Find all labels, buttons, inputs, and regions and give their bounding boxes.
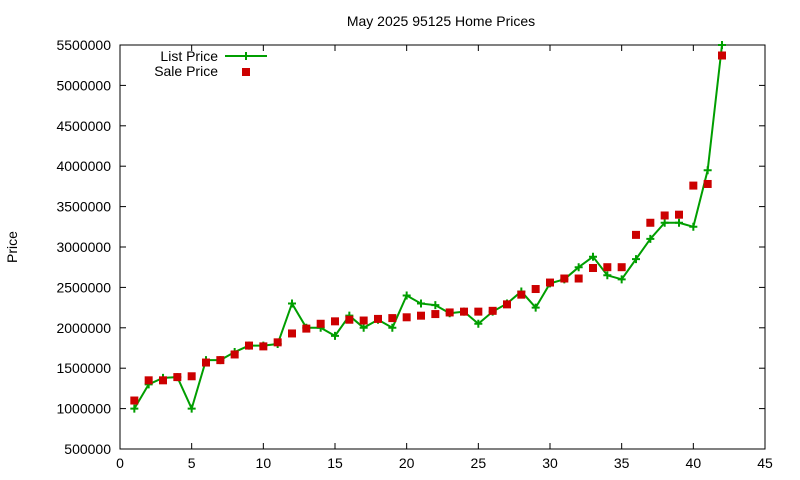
legend-marker-sale-price	[242, 68, 250, 76]
list-price-point	[331, 331, 339, 340]
list-price-point	[187, 404, 196, 413]
plot-frame	[119, 44, 766, 450]
x-tick-label: 15	[327, 455, 343, 471]
list-price-point	[574, 263, 583, 272]
sale-price-point	[560, 274, 569, 283]
y-axis-label: Price	[4, 231, 20, 263]
y-tick-label: 5500000	[56, 37, 111, 53]
list-price-point	[130, 404, 139, 413]
list-price-point	[589, 252, 597, 261]
sale-price-point	[388, 314, 397, 323]
sale-price-point	[617, 263, 626, 272]
x-tick-label: 20	[399, 455, 415, 471]
x-tick-label: 0	[116, 455, 124, 471]
list-price-point	[402, 291, 411, 300]
y-tick-label: 2000000	[56, 320, 111, 336]
sale-price-point	[460, 307, 468, 316]
list-price-point	[632, 255, 640, 264]
sale-price-point	[718, 51, 726, 60]
list-price-point	[431, 301, 440, 310]
sale-price-point	[316, 319, 325, 328]
legend-marker-list-price	[242, 52, 250, 60]
y-tick-label: 5000000	[56, 77, 111, 93]
sale-price-point	[675, 210, 683, 219]
sale-price-point	[402, 313, 411, 322]
y-tick-label: 2500000	[56, 279, 111, 295]
sale-price-point	[144, 376, 153, 385]
series-line-list-price	[133, 44, 723, 410]
sale-price-point	[359, 316, 368, 325]
list-price-point	[646, 234, 655, 243]
list-price-point	[660, 218, 669, 227]
sale-price-point	[445, 308, 454, 317]
y-tick-label: 1500000	[56, 360, 111, 376]
sale-price-point	[202, 358, 210, 367]
sale-price-point	[589, 264, 597, 273]
x-tick-label: 10	[256, 455, 272, 471]
list-price-point	[718, 41, 726, 49]
list-price-point	[675, 218, 683, 227]
x-tick-label: 5	[188, 455, 196, 471]
list-price-point	[388, 323, 397, 332]
list-price-point	[474, 319, 483, 328]
list-price-point	[359, 323, 368, 332]
sale-price-point	[345, 315, 354, 324]
sale-price-point	[230, 350, 239, 359]
sale-price-point	[273, 338, 282, 347]
sale-price-point	[646, 218, 655, 227]
sale-price-point	[187, 372, 196, 381]
x-tick-label: 25	[471, 455, 487, 471]
sale-price-point	[488, 306, 497, 315]
sale-price-point	[546, 278, 554, 287]
axis-ticks: 0 5 10 15 20 25 30 35 40 45 500000 1000000 1500000 20…	[56, 37, 773, 471]
sale-price-point	[159, 376, 167, 385]
sale-price-point	[417, 311, 425, 320]
sale-price-point	[216, 356, 225, 365]
sale-price-point	[259, 342, 268, 351]
x-tick-label: 35	[614, 455, 630, 471]
list-price-point	[417, 299, 425, 308]
sale-price-point	[331, 317, 339, 326]
sale-price-point	[503, 300, 511, 309]
sale-price-point	[302, 324, 311, 333]
y-tick-label: 3000000	[56, 239, 111, 255]
chart-title: May 2025 95125 Home Prices	[347, 13, 535, 29]
y-tick-label: 4500000	[56, 118, 111, 134]
sale-price-point	[603, 263, 612, 272]
x-tick-label: 45	[757, 455, 773, 471]
y-tick-label: 4000000	[56, 158, 111, 174]
sale-price-point	[374, 314, 382, 323]
list-price-point	[689, 222, 698, 231]
x-tick-label: 30	[542, 455, 558, 471]
y-tick-label: 500000	[64, 441, 111, 457]
list-price-point	[617, 275, 626, 284]
sale-price-point	[130, 396, 139, 405]
sale-price-point	[531, 285, 540, 294]
sale-price-point	[431, 310, 440, 319]
list-price-point	[603, 271, 612, 280]
sale-price-point	[474, 307, 483, 316]
sale-price-point	[632, 230, 640, 239]
sale-price-point	[517, 290, 526, 299]
x-tick-label: 40	[686, 455, 702, 471]
list-price-point	[288, 299, 296, 308]
sale-price-point	[703, 179, 712, 188]
sale-price-point	[660, 211, 669, 220]
series-layer	[130, 41, 726, 413]
sale-price-point	[173, 373, 182, 382]
sale-price-point	[245, 341, 253, 350]
legend-label-sale-price: Sale Price	[154, 63, 218, 79]
list-price-point	[531, 303, 540, 312]
sale-price-point	[574, 274, 583, 283]
sale-price-point	[689, 181, 698, 190]
sale-price-point	[288, 329, 296, 338]
y-tick-label: 3500000	[56, 199, 111, 215]
legend-label-list-price: List Price	[160, 48, 218, 64]
list-price-point	[703, 166, 712, 175]
y-tick-label: 1000000	[56, 401, 111, 417]
